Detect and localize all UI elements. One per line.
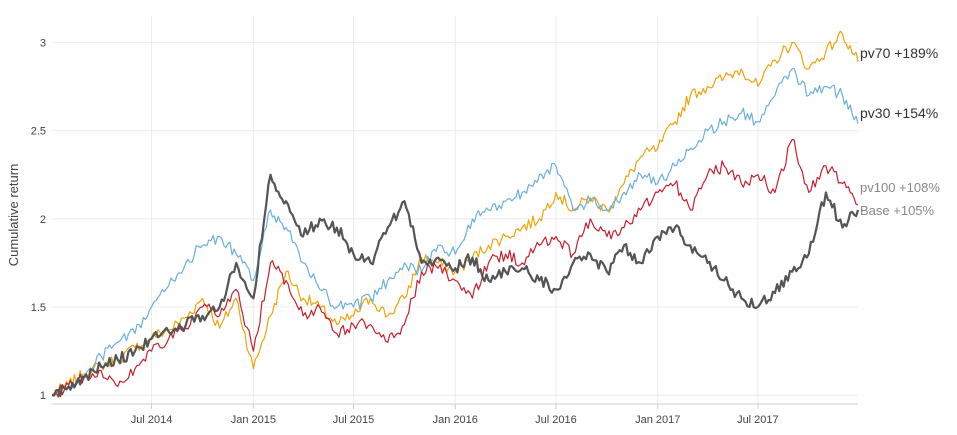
x-tick-label: Jan 2016	[433, 414, 478, 426]
x-tick-label: Jan 2017	[635, 414, 680, 426]
end-label-pv100: pv100 +108%	[860, 180, 940, 195]
series-line-pv100	[51, 138, 859, 398]
end-label-pv30: pv30 +154%	[860, 105, 938, 121]
y-axis-ticks: 1 1.5 2 2.5 3	[31, 37, 46, 402]
x-tick-label: Jul 2017	[737, 414, 779, 426]
end-label-base: Base +105%	[860, 203, 935, 218]
grid-lines	[52, 16, 858, 404]
y-tick-label: 2.5	[31, 126, 46, 138]
y-tick-label: 3	[40, 37, 46, 49]
end-label-pv70: pv70 +189%	[860, 45, 938, 61]
y-tick-label: 2	[40, 214, 46, 226]
series-line-pv30	[51, 67, 859, 397]
y-axis-title: Cumulative return	[6, 164, 21, 267]
series-line-base	[51, 173, 860, 398]
y-tick-label: 1	[40, 390, 46, 402]
x-tick-label: Jan 2015	[231, 414, 276, 426]
series-lines	[51, 30, 860, 398]
x-axis-ticks: Jul 2014 Jan 2015 Jul 2015 Jan 2016 Jul 2016…	[131, 404, 779, 426]
end-labels: pv70 +189% pv30 +154% pv100 +108% Base +105…	[860, 45, 940, 218]
x-tick-label: Jul 2015	[333, 414, 375, 426]
x-tick-label: Jul 2016	[535, 414, 577, 426]
series-line-pv70	[51, 30, 859, 396]
y-tick-label: 1.5	[31, 302, 46, 314]
x-tick-label: Jul 2014	[131, 414, 173, 426]
